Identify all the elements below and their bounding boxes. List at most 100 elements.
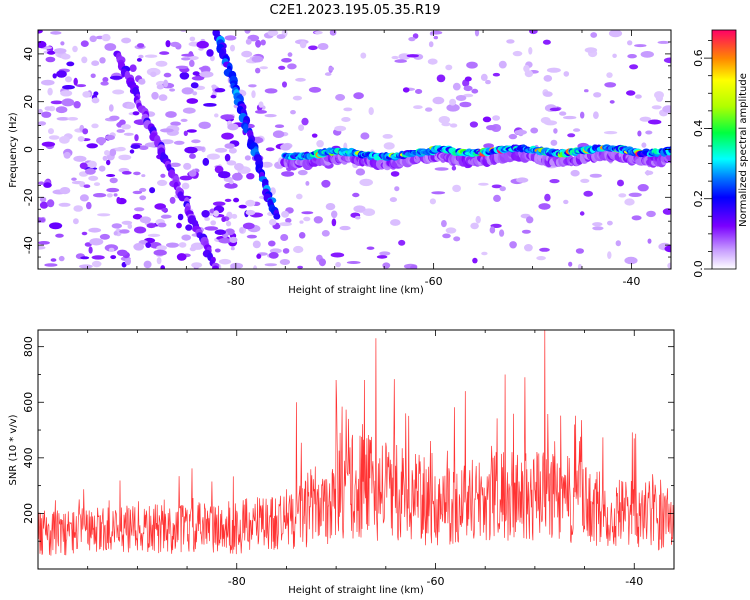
noise-speckle xyxy=(647,238,652,244)
noise-speckle xyxy=(252,240,261,249)
noise-speckle xyxy=(55,233,64,238)
noise-speckle xyxy=(331,210,338,219)
noise-speckle xyxy=(311,133,318,138)
noise-speckle xyxy=(123,132,134,136)
noise-speckle xyxy=(38,30,43,34)
noise-speckle xyxy=(281,210,290,218)
noise-speckle xyxy=(185,224,193,231)
noise-speckle xyxy=(261,161,273,168)
noise-speckle xyxy=(408,37,416,42)
noise-speckle xyxy=(56,70,67,78)
noise-speckle xyxy=(287,52,293,57)
noise-speckle xyxy=(390,219,401,226)
noise-speckle xyxy=(58,255,65,262)
colorbar-tick-label: 0.6 xyxy=(692,49,705,67)
noise-speckle xyxy=(526,216,534,224)
noise-speckle xyxy=(93,193,107,198)
noise-speckle xyxy=(191,262,203,268)
noise-speckle xyxy=(75,84,87,88)
y-tick-label: 600 xyxy=(22,392,35,413)
noise-speckle xyxy=(425,107,433,112)
noise-speckle xyxy=(218,171,231,179)
noise-speckle xyxy=(157,222,167,228)
noise-speckle xyxy=(514,129,527,135)
noise-speckle xyxy=(173,140,185,145)
noise-speckle xyxy=(376,255,388,259)
noise-speckle xyxy=(116,129,125,133)
noise-speckle xyxy=(239,227,244,234)
noise-speckle xyxy=(592,226,604,231)
noise-speckle xyxy=(442,233,451,239)
noise-speckle xyxy=(160,214,172,219)
noise-speckle xyxy=(45,56,56,63)
noise-speckle xyxy=(662,105,671,113)
noise-speckle xyxy=(607,220,613,226)
noise-speckle xyxy=(165,111,177,118)
noise-speckle xyxy=(146,223,157,229)
noise-speckle xyxy=(181,53,195,57)
noise-speckle xyxy=(472,257,478,264)
noise-speckle xyxy=(38,181,45,185)
noise-speckle xyxy=(299,40,307,49)
noise-speckle xyxy=(318,258,326,267)
noise-speckle xyxy=(316,140,324,148)
noise-speckle xyxy=(269,218,277,226)
noise-speckle xyxy=(230,44,235,52)
noise-speckle xyxy=(89,238,104,246)
noise-speckle xyxy=(170,41,181,48)
spectrogram-panel: -80 -60 -40 40 20 0 -20 -40 Height of straight … xyxy=(8,29,672,296)
noise-speckle xyxy=(398,53,411,60)
noise-speckle xyxy=(298,232,306,239)
noise-speckle xyxy=(544,193,551,202)
noise-speckle xyxy=(138,54,144,59)
noise-speckle xyxy=(627,40,633,46)
noise-speckle xyxy=(204,216,211,221)
snr-ticks: -80 -60 -40 200 400 600 800 xyxy=(22,330,674,588)
noise-speckle xyxy=(627,54,637,59)
noise-speckle xyxy=(149,187,156,194)
noise-speckle xyxy=(539,247,550,252)
noise-speckle xyxy=(628,192,642,197)
noise-speckle xyxy=(132,213,143,220)
noise-speckle xyxy=(248,84,257,88)
noise-speckle xyxy=(335,94,346,101)
noise-speckle xyxy=(253,265,258,269)
noise-speckle xyxy=(60,53,71,60)
noise-speckle xyxy=(183,130,188,136)
noise-speckle xyxy=(160,173,166,178)
noise-speckle xyxy=(452,82,461,91)
noise-speckle xyxy=(308,86,322,93)
noise-speckle xyxy=(160,265,165,269)
noise-speckle xyxy=(79,194,89,202)
noise-speckle xyxy=(360,132,370,140)
noise-speckle xyxy=(492,115,500,121)
noise-speckle xyxy=(58,202,71,207)
noise-speckle xyxy=(245,209,256,216)
noise-speckle xyxy=(360,52,367,59)
noise-speckle xyxy=(166,242,179,248)
noise-speckle xyxy=(634,44,647,48)
noise-speckle xyxy=(38,108,43,115)
noise-speckle xyxy=(226,220,232,227)
noise-speckle xyxy=(204,226,219,231)
noise-speckle xyxy=(334,125,347,132)
noise-speckle xyxy=(188,170,197,177)
noise-speckle xyxy=(543,120,558,126)
noise-speckle xyxy=(366,246,375,250)
noise-speckle xyxy=(314,30,323,35)
noise-speckle xyxy=(641,142,647,148)
noise-speckle xyxy=(575,248,585,254)
noise-speckle xyxy=(224,182,238,189)
noise-speckle xyxy=(60,41,65,46)
noise-speckle xyxy=(150,71,157,78)
noise-speckle xyxy=(129,149,135,154)
spectrogram-xlabel: Height of straight line (km) xyxy=(288,285,424,296)
noise-speckle xyxy=(603,131,618,135)
noise-speckle xyxy=(394,59,408,63)
x-tick-label: -40 xyxy=(625,575,643,588)
noise-speckle xyxy=(176,222,182,229)
noise-speckle xyxy=(46,199,55,208)
noise-speckle xyxy=(220,114,235,120)
noise-speckle xyxy=(181,87,194,95)
noise-speckle xyxy=(178,242,187,248)
